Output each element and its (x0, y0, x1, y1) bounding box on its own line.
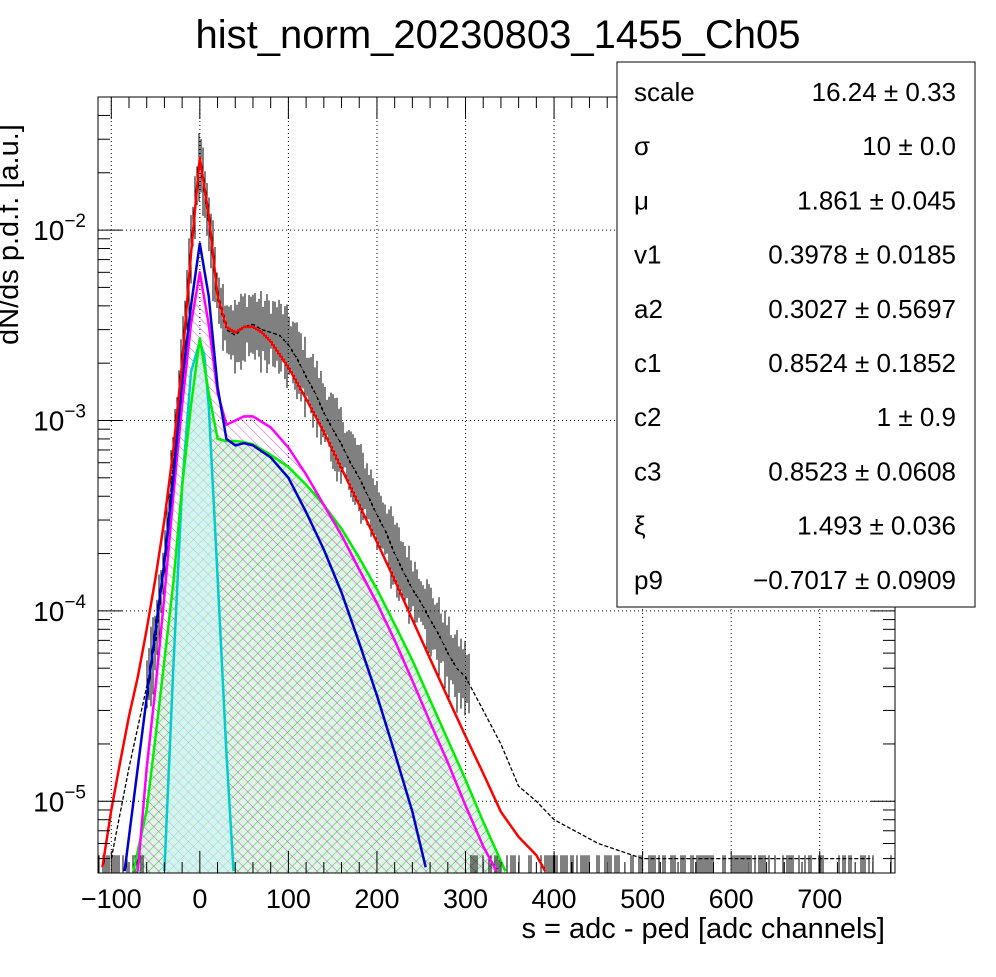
chart-title: hist_norm_20230803_1455_Ch05 (196, 13, 801, 57)
green-component-curve (132, 337, 507, 872)
x-tick-label: 500 (620, 884, 665, 914)
blue-component-curve (123, 242, 427, 872)
x-axis-label: s = adc - ped [adc channels] (521, 913, 885, 945)
fit-parameter-value: 0.8523 ± 0.0608 (768, 456, 956, 486)
fit-parameter-value: 0.8524 ± 0.1852 (768, 348, 956, 378)
fit-parameter-value: 0.3978 ± 0.0185 (768, 240, 956, 270)
fit-parameter-name: a2 (634, 294, 663, 324)
fit-parameter-value: 0.3027 ± 0.5697 (768, 294, 956, 324)
x-tick-label: 400 (532, 884, 577, 914)
fit-parameter-name: v1 (634, 240, 661, 270)
fit-parameter-value: 16.24 ± 0.33 (812, 77, 956, 107)
x-tick-label: 200 (354, 884, 399, 914)
component-fills (133, 272, 506, 873)
x-tick-label: 700 (797, 884, 842, 914)
fit-parameter-value: 10 ± 0.0 (862, 131, 956, 161)
fit-parameter-name: ξ (634, 511, 646, 541)
fit-parameters-box: scale 16.24 ± 0.33 σ 10 ± 0.0 μ 1.861 ± 0.045… (616, 61, 976, 608)
x-tick-label: 100 (266, 884, 311, 914)
y-axis-label: dN/ds p.d.f. [a.u.] (0, 124, 25, 345)
fit-parameter-value: 1.493 ± 0.036 (797, 511, 956, 541)
fit-parameters-frame (616, 61, 976, 608)
x-tick-label: 0 (192, 884, 207, 914)
fit-parameter-name: p9 (634, 565, 663, 595)
x-tick-labels: −100 0 100 200 300 400 500 600 700 (81, 884, 842, 914)
y-tick-labels: 10−2 10−3 10−4 10−5 (33, 211, 86, 817)
x-tick-label: 600 (709, 884, 754, 914)
fit-parameter-name: scale (634, 77, 695, 107)
fit-parameter-rows: scale 16.24 ± 0.33 σ 10 ± 0.0 μ 1.861 ± 0.045… (634, 77, 956, 595)
fit-parameter-name: c2 (634, 402, 661, 432)
total-fit-curve (101, 156, 547, 872)
y-tick-label: 10−2 (33, 211, 86, 246)
fit-parameter-value: 1 ± 0.9 (877, 402, 956, 432)
y-tick-label: 10−3 (33, 401, 86, 436)
y-tick-label: 10−4 (33, 592, 86, 627)
cyan-component-fill (164, 341, 234, 873)
fit-parameter-name: c3 (634, 456, 661, 486)
fit-parameter-name: σ (634, 131, 650, 161)
y-tick-label: 10−5 (33, 782, 86, 817)
magenta-component-curve (136, 271, 498, 872)
fit-parameter-name: μ (634, 185, 649, 215)
fit-curves (101, 156, 547, 872)
fit-parameter-name: c1 (634, 348, 661, 378)
magenta-component-hatch (137, 272, 497, 873)
fit-parameter-value: −0.7017 ± 0.0909 (753, 565, 956, 595)
x-tick-label: −100 (81, 884, 142, 914)
fit-parameter-value: 1.861 ± 0.045 (797, 185, 956, 215)
x-tick-label: 300 (443, 884, 488, 914)
